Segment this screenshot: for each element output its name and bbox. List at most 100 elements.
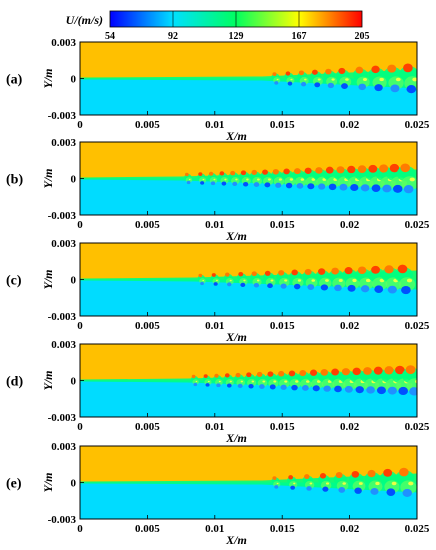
vortex-structure xyxy=(286,475,298,490)
vortex-structure xyxy=(270,168,285,188)
y-tick-label: 0 xyxy=(71,74,77,86)
vortex-structure xyxy=(291,168,307,189)
x-tick-label: 0.025 xyxy=(405,219,430,231)
y-axis-label: Y/m xyxy=(41,169,55,189)
x-tick-label: 0.025 xyxy=(405,119,430,131)
vortex-structure xyxy=(328,267,346,292)
colorbar-tick-label: 54 xyxy=(105,31,115,42)
y-tick-label: 0 xyxy=(71,275,77,287)
x-tick-label: 0.005 xyxy=(135,320,160,332)
vortex-structure xyxy=(263,270,276,289)
vortex-structure xyxy=(207,171,218,186)
vortex-structure xyxy=(284,71,295,86)
y-tick-label: 0.003 xyxy=(51,37,76,49)
vortex-structure xyxy=(271,476,281,489)
vortex-structure xyxy=(228,170,240,187)
x-tick-label: 0.025 xyxy=(405,421,430,433)
y-tick-label: -0.003 xyxy=(48,514,77,526)
vortex-structure xyxy=(297,369,313,391)
colorbar-tick-label: 129 xyxy=(229,31,244,42)
y-axis-label: Y/m xyxy=(41,371,55,391)
x-tick-label: 0.02 xyxy=(340,219,360,231)
x-tick-label: 0.01 xyxy=(205,421,224,433)
x-tick-label: 0.005 xyxy=(135,119,160,131)
x-tick-label: 0.02 xyxy=(340,119,360,131)
x-tick-label: 0 xyxy=(77,421,83,433)
y-axis-label: Y/m xyxy=(41,69,55,89)
panel-d: 0 0.005 0.01 0.015 0.02 0.0250.0030-0.003X/mY… xyxy=(6,339,430,445)
vortex-structure xyxy=(202,374,212,387)
panel-a: 0 0.005 0.01 0.015 0.02 0.0250.0030-0.003X/mY… xyxy=(6,37,430,143)
x-tick-label: 0.02 xyxy=(340,421,360,433)
x-tick-label: 0 xyxy=(77,219,83,231)
vortex-structure xyxy=(310,69,323,88)
contour-panels: 0 0.005 0.01 0.015 0.02 0.0250.0030-0.003X/mY… xyxy=(6,37,430,547)
vortex-structure xyxy=(318,473,332,492)
panel-label: (b) xyxy=(6,173,23,188)
y-axis-label: Y/m xyxy=(41,270,55,290)
panel-label: (d) xyxy=(6,375,23,390)
vortex-structure xyxy=(297,70,309,87)
vortex-structure xyxy=(396,163,417,194)
x-tick-label: 0 xyxy=(77,119,83,131)
x-tick-label: 0.005 xyxy=(135,219,160,231)
y-tick-label: -0.003 xyxy=(48,311,77,323)
vortex-structure xyxy=(341,267,360,292)
colorbar-ticks: 54 92 129 167 205 xyxy=(105,11,370,42)
vortex-structure xyxy=(354,266,374,293)
y-tick-label: 0 xyxy=(71,478,77,490)
shear-layer xyxy=(80,473,417,493)
x-tick-label: 0 xyxy=(77,523,83,535)
x-tick-label: 0.015 xyxy=(270,219,295,231)
velocity-field xyxy=(80,446,417,519)
vortex-structure xyxy=(367,265,388,293)
panel-label: (c) xyxy=(6,274,22,289)
vortex-structure xyxy=(368,65,387,92)
panel-label: (e) xyxy=(6,477,22,492)
x-tick-label: 0.015 xyxy=(270,523,295,535)
vortex-structure xyxy=(223,272,234,287)
vortex-structure xyxy=(349,470,366,494)
vortex-structure xyxy=(364,469,383,495)
vortex-structure xyxy=(265,371,279,390)
vortex-structure xyxy=(286,370,301,391)
vortex-structure xyxy=(302,474,315,491)
vortex-structure xyxy=(380,468,400,496)
x-tick-label: 0.025 xyxy=(405,320,430,332)
x-tick-label: 0.025 xyxy=(405,523,430,535)
vortex-structure xyxy=(236,271,248,287)
vortex-structure xyxy=(323,68,338,89)
vortex-structure xyxy=(197,273,206,286)
vortex-structure xyxy=(197,172,207,185)
y-tick-label: 0.003 xyxy=(51,339,76,351)
vortex-structure xyxy=(276,270,290,289)
vortex-structure xyxy=(210,273,220,286)
x-axis-label: X/m xyxy=(225,129,247,143)
vortex-structure xyxy=(399,63,417,94)
vortex-structure xyxy=(394,264,416,295)
vortex-structure xyxy=(289,269,304,290)
colorbar: U/(m/s) 54 92 129 167 205 xyxy=(66,10,370,42)
vortex-structure xyxy=(255,371,268,389)
velocity-field xyxy=(80,142,417,215)
vortex-structure xyxy=(244,372,257,389)
vortex-structure xyxy=(336,67,352,90)
colorbar-tick-label: 167 xyxy=(292,31,307,42)
x-axis-label: X/m xyxy=(225,431,247,445)
x-tick-label: 0.015 xyxy=(270,119,295,131)
vortex-structure xyxy=(318,369,335,392)
x-axis-label: X/m xyxy=(225,229,247,243)
x-tick-label: 0 xyxy=(77,320,83,332)
vortex-structure xyxy=(302,167,318,190)
y-tick-label: -0.003 xyxy=(48,210,77,222)
vortex-structure xyxy=(184,172,193,185)
vortex-structure xyxy=(234,372,246,389)
x-axis-label: X/m xyxy=(225,330,247,344)
y-tick-label: 0 xyxy=(71,174,77,186)
vortex-structure xyxy=(383,64,404,93)
vortex-structure xyxy=(307,369,324,392)
vortex-structure xyxy=(395,467,417,497)
x-tick-label: 0.01 xyxy=(205,320,224,332)
vortex-structure xyxy=(302,268,318,290)
